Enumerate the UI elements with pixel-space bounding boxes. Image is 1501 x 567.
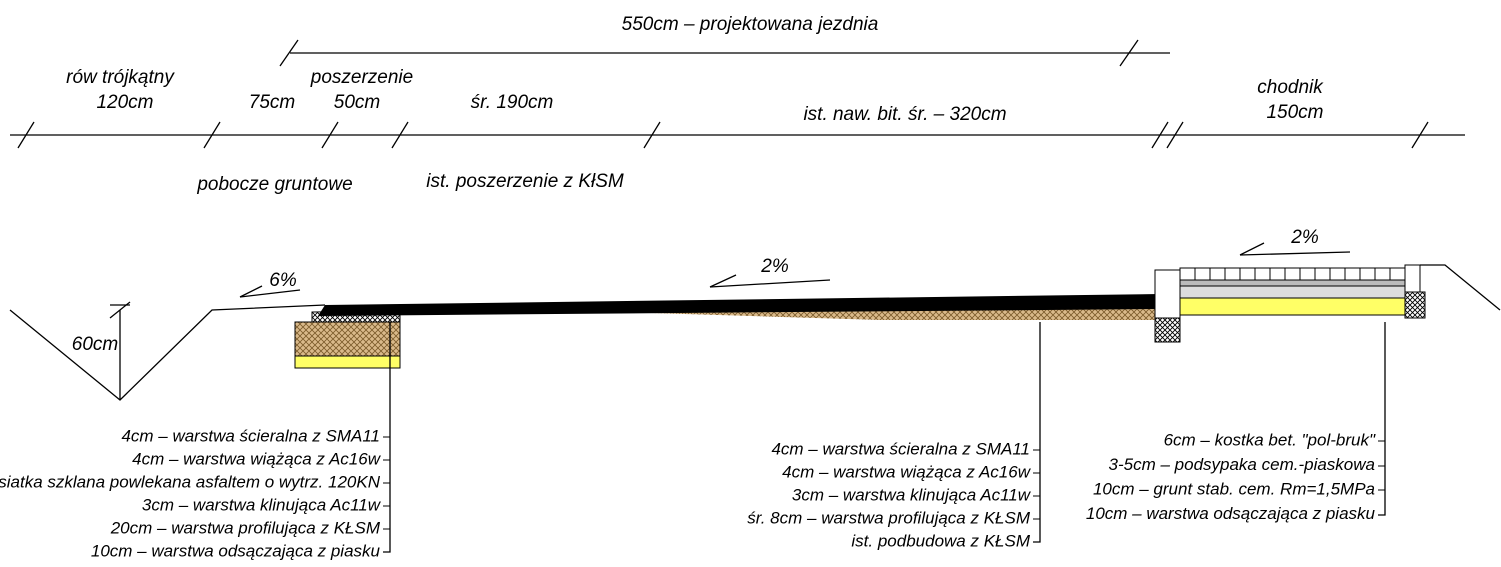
dimension-label: śr. 190cm: [471, 92, 554, 113]
dimension-label: ist. naw. bit. śr. – 320cm: [803, 104, 1006, 125]
depth: 60cm: [72, 334, 118, 355]
layer-label: 3cm – warstwa klinująca Ac11w: [142, 495, 382, 514]
layer-label: 10cm – grunt stab. cem. Rm=1,5MPa: [1093, 479, 1375, 498]
slope: 6%: [269, 270, 297, 291]
dimension-label: 75cm: [249, 92, 295, 113]
layer-label: ist. podbudowa z KŁSM: [851, 531, 1030, 550]
dimension-lines: [10, 39, 1465, 149]
layer-label: śr. 8cm – warstwa profilująca z KŁSM: [747, 508, 1031, 527]
dimension-label: rów trójkątny: [66, 67, 175, 88]
layer-label: 3-5cm – podsypaka cem.-piaskowa: [1109, 455, 1375, 474]
top-dimension: 550cm – projektowana jezdnia: [622, 14, 879, 35]
layer-label: 4cm – warstwa wiążąca z Ac16w: [782, 462, 1032, 481]
layer-labels: 4cm – warstwa ścieralna z SMA11 4cm – war…: [0, 426, 1376, 560]
dimension-label: poszerzenie: [310, 67, 413, 88]
dimension-label: chodnik: [1257, 77, 1324, 98]
slope: 2%: [1290, 227, 1319, 248]
callout: pobocze gruntowe: [196, 174, 352, 195]
layer-label: 3cm – warstwa klinująca Ac11w: [792, 485, 1032, 504]
road-profile: [9, 242, 1501, 553]
layer-label: 10cm – warstwa odsączająca z piasku: [1086, 504, 1376, 523]
slope: 2%: [760, 256, 789, 277]
dimension-label: 120cm: [96, 92, 153, 113]
layer-label: 20cm – warstwa profilująca z KŁSM: [110, 518, 381, 537]
layer-label: 6cm – kostka bet. "pol-bruk": [1164, 430, 1376, 449]
layer-label: siatka szklana powlekana asfaltem o wytr…: [0, 472, 381, 491]
dimension-label: 150cm: [1266, 102, 1323, 123]
layer-label: 4cm – warstwa ścieralna z SMA11: [771, 439, 1030, 458]
dimension-label: 50cm: [334, 92, 380, 113]
layer-label: 10cm – warstwa odsączająca z piasku: [91, 541, 381, 560]
layer-label: 4cm – warstwa ścieralna z SMA11: [121, 426, 380, 445]
layer-label: 4cm – warstwa wiążąca z Ac16w: [132, 449, 382, 468]
callout: ist. poszerzenie z KłSM: [426, 171, 624, 192]
